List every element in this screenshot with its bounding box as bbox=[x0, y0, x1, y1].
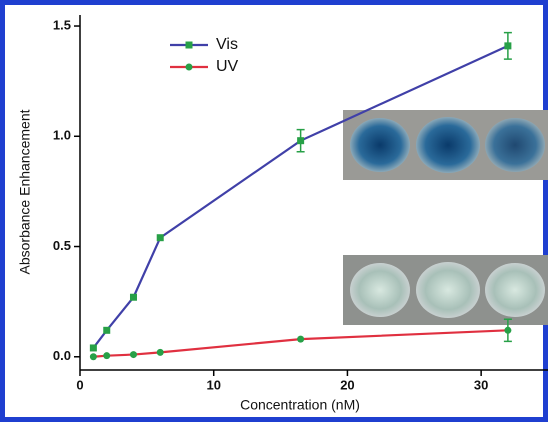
marker bbox=[504, 327, 511, 334]
marker bbox=[90, 353, 97, 360]
legend-marker bbox=[186, 42, 193, 49]
photo-vis bbox=[343, 110, 548, 180]
legend-marker bbox=[186, 64, 193, 71]
marker bbox=[297, 336, 304, 343]
photo-uv bbox=[343, 255, 548, 325]
x-axis-label: Concentration (nM) bbox=[240, 397, 360, 413]
x-tick-label: 0 bbox=[76, 377, 83, 392]
marker bbox=[103, 327, 110, 334]
legend-label: UV bbox=[216, 58, 239, 75]
marker bbox=[130, 294, 137, 301]
marker bbox=[130, 351, 137, 358]
marker bbox=[103, 352, 110, 359]
marker bbox=[157, 349, 164, 356]
y-tick-label: 0.0 bbox=[53, 348, 71, 363]
marker bbox=[504, 42, 511, 49]
marker bbox=[90, 344, 97, 351]
legend-label: Vis bbox=[216, 36, 238, 53]
y-axis-label: Absorbance Enhancement bbox=[17, 109, 33, 274]
marker bbox=[297, 137, 304, 144]
marker bbox=[157, 234, 164, 241]
chart: Concentration (nM) Absorbance Enhancemen… bbox=[0, 0, 548, 422]
x-tick-label: 10 bbox=[206, 377, 220, 392]
x-tick-label: 20 bbox=[340, 377, 354, 392]
series-line bbox=[93, 330, 508, 356]
y-tick-label: 1.0 bbox=[53, 128, 71, 143]
x-tick-label: 30 bbox=[474, 377, 488, 392]
y-tick-label: 1.5 bbox=[53, 17, 71, 32]
y-tick-label: 0.5 bbox=[53, 238, 71, 253]
